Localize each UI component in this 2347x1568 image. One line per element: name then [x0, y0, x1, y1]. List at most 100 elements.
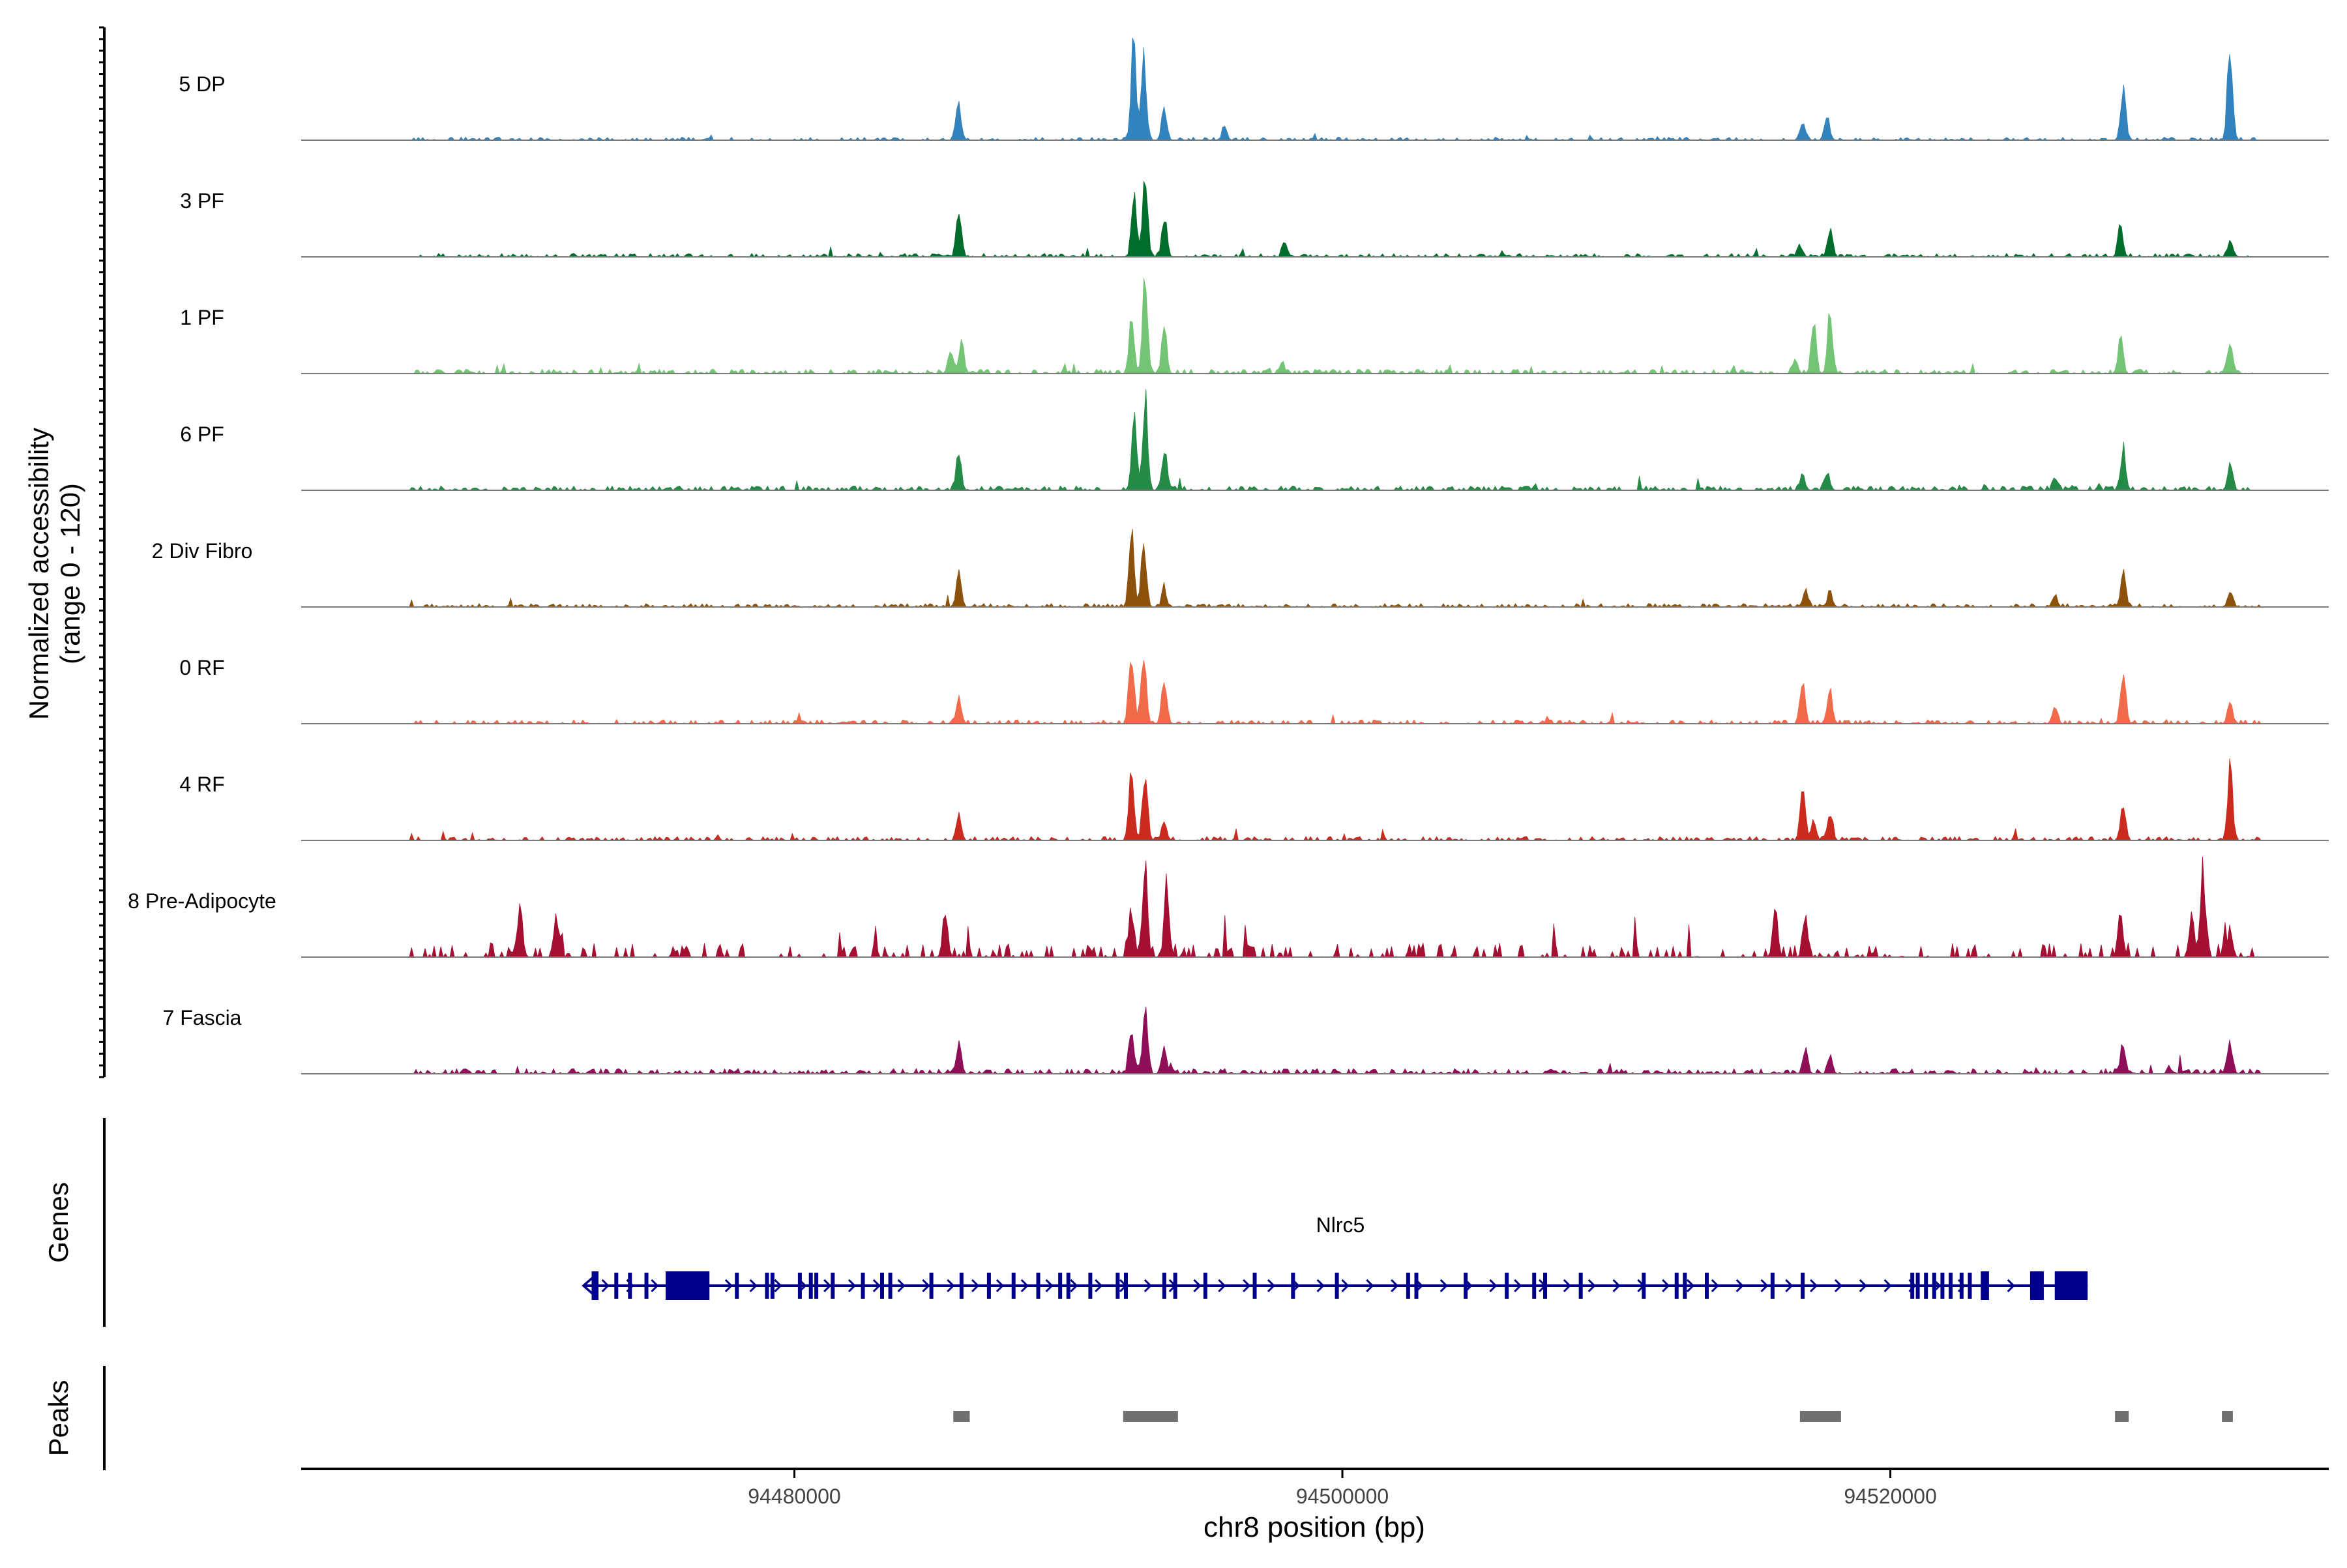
gene-exon-large — [591, 1271, 598, 1300]
strand-arrow — [1267, 1279, 1276, 1293]
accessibility-tracks: 5 DP 3 PF 1 PF 6 PF 2 Div Fibro 0 RF 4 RF 8 Pre… — [128, 38, 2329, 1074]
gene-exon — [959, 1273, 964, 1299]
strand-arrow — [1489, 1279, 1498, 1293]
gene-exon — [1291, 1273, 1295, 1299]
strand-arrow — [872, 1279, 881, 1293]
gene-exon — [1543, 1273, 1548, 1299]
gene-exon — [1124, 1273, 1129, 1299]
gene-exon — [1088, 1273, 1093, 1299]
gene-exon — [1011, 1273, 1016, 1299]
strand-arrow — [1316, 1279, 1325, 1293]
gene-exon — [1066, 1273, 1070, 1299]
peak-regions — [953, 1411, 2233, 1422]
track-label: 7 Fascia — [163, 1006, 242, 1029]
track-2-div-fibro: 2 Div Fibro — [152, 529, 2329, 608]
gene-model-nlrc5 — [582, 1271, 2088, 1300]
gene-exon — [797, 1273, 802, 1299]
gene-exon — [1949, 1273, 1953, 1299]
gene-exon-large — [2030, 1271, 2044, 1300]
gene-exon — [879, 1273, 884, 1299]
gene-exon — [1932, 1273, 1936, 1299]
gene-exon — [1036, 1273, 1041, 1299]
gene-exon — [1532, 1273, 1537, 1299]
gene-exon — [765, 1273, 769, 1299]
gene-exon — [770, 1273, 775, 1299]
gene-exon — [808, 1273, 813, 1299]
strand-arrow — [996, 1279, 1005, 1293]
gene-exon — [1959, 1273, 1964, 1299]
strand-arrow — [2007, 1279, 2015, 1293]
gene-exon-large — [2054, 1271, 2088, 1300]
strand-arrow — [1020, 1279, 1029, 1293]
gene-exon — [1173, 1273, 1177, 1299]
strand-arrow — [1662, 1279, 1670, 1293]
track-label: 2 Div Fibro — [152, 539, 253, 563]
genes-label: Genes — [43, 1182, 74, 1263]
strand-arrow — [774, 1279, 782, 1293]
strand-arrow — [1070, 1279, 1078, 1293]
strand-arrow — [1439, 1279, 1448, 1293]
coverage-area — [301, 1007, 2329, 1074]
track-3-pf: 3 PF — [180, 181, 2329, 258]
gene-exon — [831, 1273, 835, 1299]
strand-arrow — [823, 1279, 832, 1293]
gene-exon — [1505, 1273, 1509, 1299]
strand-arrow — [1045, 1279, 1054, 1293]
gene-exon — [929, 1273, 934, 1299]
strand-arrow — [1810, 1279, 1818, 1293]
gene-exon — [1414, 1273, 1419, 1299]
strand-arrow — [1686, 1279, 1695, 1293]
gene-exon — [1801, 1273, 1805, 1299]
gene-name-label: Nlrc5 — [1316, 1213, 1365, 1237]
strand-arrow — [1883, 1279, 1892, 1293]
strand-arrow — [749, 1279, 758, 1293]
strand-arrow — [947, 1279, 955, 1293]
strand-arrow — [1095, 1279, 1103, 1293]
strand-arrow — [1218, 1279, 1226, 1293]
peak-region — [953, 1411, 970, 1422]
gene-exon — [1252, 1273, 1257, 1299]
coverage-area — [301, 278, 2329, 374]
gene-exon — [614, 1273, 619, 1299]
gene-exon — [1683, 1273, 1687, 1299]
gene-exon — [861, 1273, 865, 1299]
strand-arrow — [1834, 1279, 1843, 1293]
coverage-area — [301, 389, 2329, 491]
peak-region — [2115, 1411, 2129, 1422]
strand-arrow — [1514, 1279, 1522, 1293]
peaks-label: Peaks — [43, 1380, 74, 1457]
gene-start-arrow — [582, 1275, 595, 1296]
strand-arrow — [1144, 1279, 1152, 1293]
strand-arrow — [1341, 1279, 1350, 1293]
gene-exon — [1578, 1273, 1583, 1299]
strand-arrow — [1859, 1279, 1867, 1293]
gene-exon — [1464, 1273, 1468, 1299]
track-label: 5 DP — [179, 72, 225, 96]
peak-region — [2222, 1411, 2233, 1422]
genes-panel: Genes Nlrc5 — [43, 1118, 2088, 1327]
gene-exon — [628, 1273, 632, 1299]
strand-arrow — [1366, 1279, 1374, 1293]
peaks-panel: Peaks — [43, 1366, 2233, 1470]
accessibility-y-axis — [99, 26, 106, 1078]
coverage-area — [301, 660, 2329, 724]
x-axis: 94480000 94500000 94520000 chr8 position (… — [301, 1468, 2329, 1543]
gene-exon-large — [1981, 1271, 1989, 1300]
track-label: 4 RF — [179, 773, 224, 796]
track-label: 0 RF — [179, 656, 224, 679]
gene-exon — [1910, 1273, 1915, 1299]
x-axis-label: chr8 position (bp) — [1203, 1511, 1425, 1543]
coverage-area — [301, 38, 2329, 141]
gene-exon — [1940, 1273, 1945, 1299]
gene-exon-large — [665, 1271, 710, 1300]
coverage-area — [301, 856, 2329, 958]
gene-exon — [1674, 1273, 1679, 1299]
gene-exon — [1162, 1273, 1166, 1299]
strand-arrow — [651, 1279, 659, 1293]
coverage-area — [301, 529, 2329, 608]
strand-arrow — [1760, 1279, 1769, 1293]
gene-exon — [644, 1273, 649, 1299]
strand-arrow — [1735, 1279, 1744, 1293]
x-tick-label: 94520000 — [1844, 1485, 1936, 1508]
gene-exon — [888, 1273, 893, 1299]
